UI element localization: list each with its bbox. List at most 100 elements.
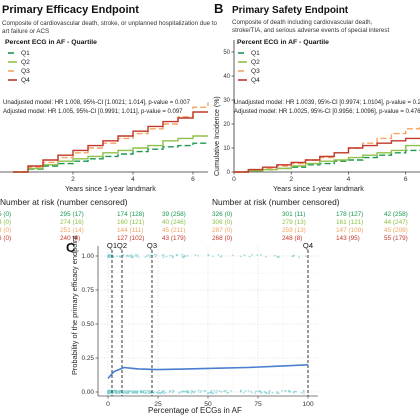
- panel-c-data-point: [180, 391, 183, 393]
- panel-c-data-point: [265, 392, 268, 395]
- panel-b-series-q4: [234, 137, 420, 173]
- panel-c-data-point: [137, 390, 139, 392]
- panel-a-risk-cell: 5 (0): [0, 211, 11, 218]
- panel-c-data-point: [212, 392, 215, 394]
- panel-b-subtitle-2: stroke/TIA, and serious adverse events o…: [232, 27, 389, 34]
- panel-c-data-point: [260, 391, 263, 394]
- panel-c-y-tick-label: 0.00: [82, 389, 95, 396]
- panel-b-stats-2: Adjusted model: HR 1.0025, 95%-CI [0.995…: [234, 109, 420, 115]
- panel-a-x-tick-label: 2: [71, 176, 75, 183]
- panel-c-data-point: [156, 391, 158, 394]
- panel-b-risk-cell: 279 (13): [282, 219, 306, 226]
- panel-c-quartile-label-q2: Q2: [117, 241, 127, 250]
- panel-c-data-point: [126, 390, 129, 392]
- panel-c-y-tick-label: 0.50: [82, 321, 95, 328]
- panel-c-data-point: [181, 253, 184, 256]
- panel-b-title: Primary Safety Endpoint: [232, 5, 349, 16]
- panel-b-series-q2: [234, 144, 420, 173]
- panel-c-data-point: [247, 389, 250, 392]
- panel-c-y-tick-label: 0.75: [82, 287, 95, 294]
- panel-c-data-point: [132, 390, 135, 392]
- panel-c-data-point: [115, 391, 117, 393]
- panel-b-legend-label-q3: Q3: [251, 68, 260, 75]
- panel-b-risk-cell: 45 (208): [384, 227, 408, 234]
- panel-c-data-point: [302, 390, 305, 392]
- panel-c-data-point: [226, 391, 229, 394]
- panel-c-data-point: [220, 390, 223, 393]
- panel-c-data-point: [116, 391, 119, 394]
- panel-a-risk-cell: 274 (16): [60, 219, 84, 226]
- panel-b-y-axis-label: Cumulative Incidence (%): [214, 96, 221, 176]
- panel-c: C 0.00 0.25 0.50 0.75 1.00 0 25 50 75 100 Q1 Q2 Q3 Q4…: [66, 236, 318, 415]
- panel-a: Primary Efficacy Endpoint Composite of c…: [0, 4, 218, 242]
- panel-c-data-point: [186, 391, 189, 393]
- panel-c-data-point: [122, 254, 125, 256]
- panel-a-legend-label-q3: Q3: [21, 68, 30, 75]
- panel-a-risk-cell: 6 (0): [0, 235, 11, 242]
- panel-a-risk-cell: 40 (246): [162, 219, 186, 226]
- panel-c-data-point: [129, 254, 132, 257]
- panel-b-y-tick-label: 40: [223, 74, 230, 80]
- panel-c-data-point: [154, 255, 157, 258]
- panel-c-y-axis-label: Probability of the primary efficacy endp…: [70, 236, 79, 375]
- panel-c-data-point: [142, 389, 145, 392]
- panel-c-data-point: [129, 390, 132, 392]
- panel-a-x-tick-label: 4: [131, 176, 135, 183]
- panel-b-plot: 0 10 20 30 40 50 0 2 4 6: [223, 40, 420, 183]
- panel-c-data-point: [131, 254, 134, 257]
- panel-c-data-point: [136, 253, 139, 256]
- panel-b-series-q3: [234, 124, 420, 173]
- panel-b-y-tick-label: 50: [223, 50, 230, 56]
- panel-c-data-point: [255, 390, 257, 393]
- panel-c-data-point: [179, 391, 181, 393]
- panel-c-data-point: [223, 390, 226, 392]
- panel-c-data-point: [144, 389, 147, 392]
- panel-c-data-point: [291, 255, 294, 258]
- panel-c-data-point: [144, 392, 147, 395]
- panel-a-risk-cell: 295 (17): [60, 211, 84, 218]
- panel-c-data-point: [185, 390, 188, 393]
- panel-c-data-point: [108, 391, 110, 394]
- panel-c-data-point: [182, 255, 185, 258]
- panel-c-data-point: [126, 254, 129, 257]
- panel-c-data-point: [107, 390, 109, 392]
- panel-c-data-point: [131, 255, 134, 258]
- panel-a-series-q2: [13, 135, 208, 173]
- panel-c-data-point: [239, 390, 242, 392]
- panel-a-risk-cell: 160 (121): [117, 219, 144, 226]
- panel-c-quartile-label-q4: Q4: [303, 241, 313, 250]
- panel-c-data-point: [210, 391, 213, 393]
- panel-c-data-point: [146, 390, 149, 392]
- panel-a-stats-2: Adjusted model: HR 1.005, 95%-CI [0.9991…: [3, 109, 183, 115]
- panel-c-data-point: [204, 389, 207, 392]
- panel-b: B Primary Safety Endpoint Composite of d…: [212, 1, 420, 242]
- panel-c-x-axis-label: Percentage of ECGs in AF: [148, 406, 242, 415]
- panel-a-risk-cell: 43 (179): [162, 235, 186, 242]
- panel-b-risk-cell: 44 (247): [384, 219, 408, 226]
- panel-c-data-point: [147, 254, 150, 256]
- panel-b-risk-cell: 147 (109): [336, 227, 363, 234]
- panel-c-data-point: [248, 255, 251, 258]
- panel-c-data-point: [207, 392, 210, 394]
- panel-c-data-point: [288, 390, 291, 393]
- panel-b-stats-1: Unadjusted model: HR 1.0039, 95%-CI [0.9…: [234, 100, 420, 106]
- panel-c-data-point: [289, 390, 292, 393]
- panel-c-data-point: [271, 392, 274, 394]
- panel-b-risk-title: Number at risk (number censored): [212, 197, 340, 207]
- panel-c-x-tick-label: 50: [204, 401, 212, 408]
- panel-c-data-point: [216, 389, 218, 392]
- panel-c-data-point: [210, 389, 213, 392]
- panel-b-risk-cell: 301 (11): [282, 211, 305, 218]
- panel-b-risk-cell: 306 (0): [212, 219, 232, 226]
- panel-a-legend: Q1 Q2 Q3 Q4: [8, 50, 30, 84]
- panel-c-data-point: [207, 254, 210, 257]
- panel-b-risk-cell: 259 (13): [282, 227, 306, 234]
- panel-a-plot: 2 4 6: [0, 102, 209, 183]
- panel-c-data-point: [215, 391, 218, 394]
- panel-c-data-point: [259, 390, 261, 393]
- panel-c-data-point: [260, 254, 262, 256]
- panel-b-risk-cell: 161 (121): [336, 219, 363, 226]
- panel-a-legend-label-q2: Q2: [21, 59, 30, 66]
- panel-c-data-point: [268, 390, 271, 392]
- panel-c-data-point: [254, 392, 256, 394]
